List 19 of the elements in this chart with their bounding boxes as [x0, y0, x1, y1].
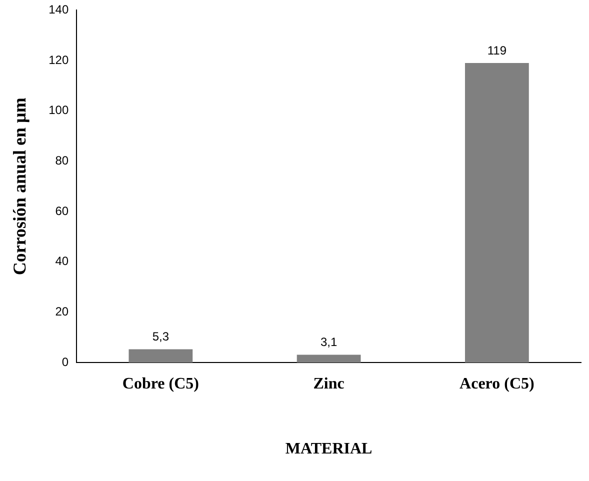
y-tick-label: 60 [55, 204, 69, 218]
data-label: 5,3 [152, 330, 170, 344]
x-tick-label: Cobre (C5) [122, 375, 199, 392]
bar [464, 63, 529, 363]
y-tick-label: 80 [55, 154, 69, 168]
y-tick-label: 0 [62, 354, 69, 369]
x-axis-title: MATERIAL [285, 440, 372, 458]
data-label: 3,1 [320, 335, 338, 350]
y-axis-title: Corrosión anual en µm [9, 98, 30, 276]
y-tick-label: 100 [48, 103, 69, 118]
y-tick-label: 140 [48, 2, 69, 17]
x-tick-label: Acero (C5) [460, 375, 534, 392]
bar [128, 349, 193, 363]
y-tick-label: 120 [48, 52, 69, 67]
y-tick-label: 40 [55, 254, 69, 268]
bar [296, 354, 361, 363]
x-tick-label: Zinc [313, 375, 344, 392]
y-tick-label: 20 [55, 304, 69, 319]
data-label: 119 [487, 43, 507, 58]
